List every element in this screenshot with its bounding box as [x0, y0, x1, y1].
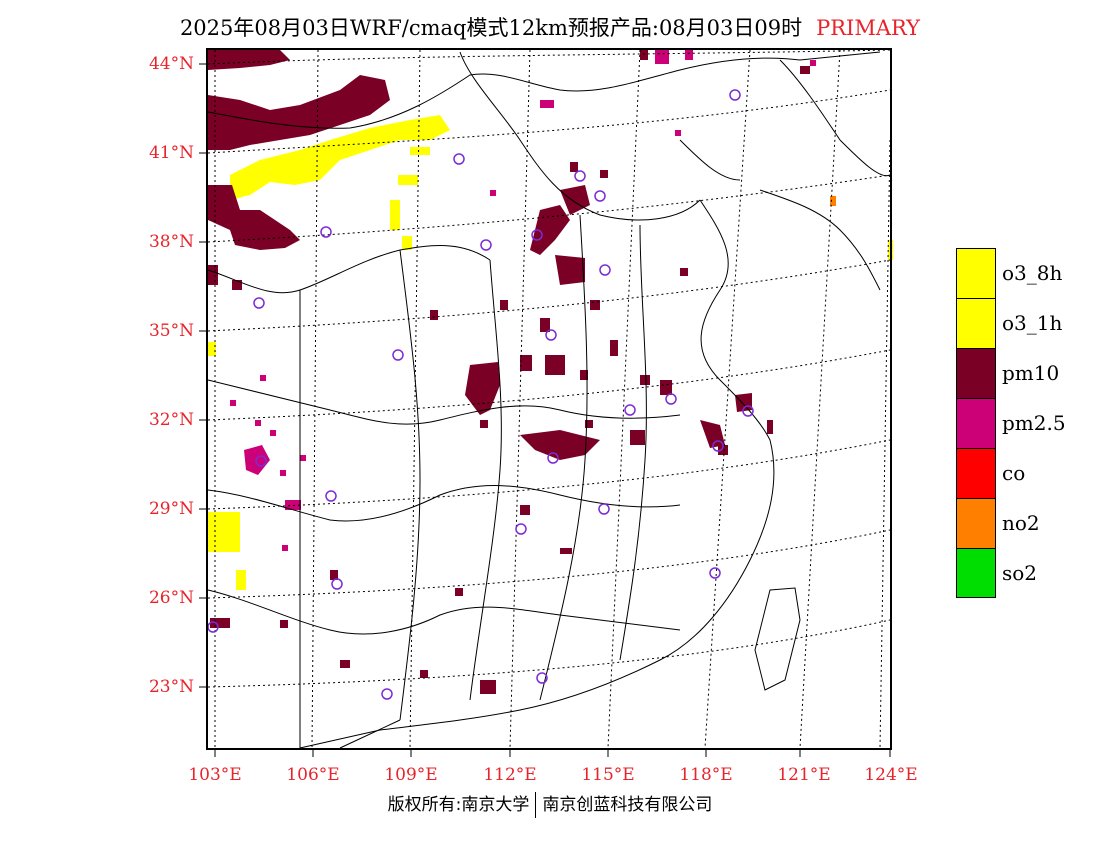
legend-item-co: co — [956, 448, 1066, 498]
lon-label-103: 103°E — [188, 765, 242, 785]
tick-marks — [199, 63, 891, 757]
legend-item-no2: no2 — [956, 498, 1066, 548]
copyright-footer: 版权所有:南京大学 南京创蓝科技有限公司 — [0, 790, 1100, 818]
lon-label-112: 112°E — [483, 765, 537, 785]
legend-label: o3_1h — [1002, 311, 1063, 335]
legend: o3_8h o3_1h pm10 pm2.5 co no2 so2 — [956, 248, 1066, 598]
legend-label: o3_8h — [1002, 261, 1063, 285]
lon-label-121: 121°E — [777, 765, 831, 785]
lat-label-44: 44°N — [148, 54, 194, 74]
legend-label: so2 — [1002, 561, 1038, 585]
lat-label-32: 32°N — [148, 410, 194, 430]
lon-label-115: 115°E — [581, 765, 635, 785]
title-tag: PRIMARY — [816, 16, 921, 40]
lat-label-29: 29°N — [148, 499, 194, 519]
no2-region — [830, 196, 836, 206]
boundaries — [207, 51, 891, 749]
pm10-region — [208, 50, 810, 694]
legend-label: no2 — [1002, 511, 1040, 535]
lon-label-106: 106°E — [286, 765, 340, 785]
legend-item-so2: so2 — [956, 548, 1066, 598]
graticule — [207, 49, 891, 749]
lon-label-118: 118°E — [679, 765, 733, 785]
copyright-right: 南京创蓝科技有限公司 — [542, 795, 713, 815]
station-markers — [207, 89, 754, 700]
legend-item-pm25: pm2.5 — [956, 398, 1066, 448]
legend-swatch — [956, 248, 996, 298]
legend-label: co — [1002, 461, 1026, 485]
lat-label-35: 35°N — [148, 321, 194, 341]
legend-swatch — [956, 348, 996, 398]
copyright-left: 版权所有:南京大学 — [387, 795, 530, 815]
map-frame — [206, 48, 892, 750]
lat-label-38: 38°N — [148, 232, 194, 252]
legend-swatch — [956, 298, 996, 348]
legend-swatch — [956, 398, 996, 448]
legend-swatch — [956, 498, 996, 548]
map-title: 2025年08月03日WRF/cmaq模式12km预报产品:08月03日09时 P… — [0, 12, 1100, 42]
o3-region — [208, 115, 893, 590]
legend-item-o3-1h: o3_1h — [956, 298, 1066, 348]
legend-swatch — [956, 448, 996, 498]
legend-swatch — [956, 548, 996, 598]
lat-label-41: 41°N — [148, 143, 194, 163]
footer-divider — [535, 792, 537, 818]
lat-label-23: 23°N — [148, 677, 194, 697]
legend-label: pm10 — [1002, 361, 1060, 385]
lat-label-26: 26°N — [148, 588, 194, 608]
legend-label: pm2.5 — [1002, 411, 1066, 435]
title-text: 2025年08月03日WRF/cmaq模式12km预报产品:08月03日09时 — [179, 16, 803, 40]
legend-item-pm10: pm10 — [956, 348, 1066, 398]
lon-label-109: 109°E — [384, 765, 438, 785]
legend-item-o3-8h: o3_8h — [956, 248, 1066, 298]
lon-label-124: 124°E — [864, 765, 918, 785]
